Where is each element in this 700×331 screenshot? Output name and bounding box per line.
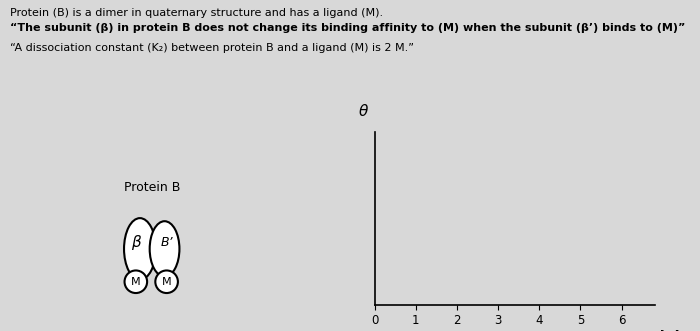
Text: “A dissociation constant (K₂) between protein B and a ligand (M) is 2 M.”: “A dissociation constant (K₂) between pr… [10, 43, 414, 53]
Text: Protein (B) is a dimer in quaternary structure and has a ligand (M).: Protein (B) is a dimer in quaternary str… [10, 8, 384, 18]
Circle shape [125, 270, 147, 293]
Text: β: β [131, 235, 141, 250]
Circle shape [155, 270, 178, 293]
Text: θ: θ [358, 104, 368, 118]
Text: [M]: [M] [660, 329, 680, 331]
Text: B’: B’ [160, 236, 173, 249]
Ellipse shape [124, 218, 156, 280]
Text: M: M [131, 277, 141, 287]
Text: “The subunit (β) in protein B does not change its binding affinity to (M) when t: “The subunit (β) in protein B does not c… [10, 23, 686, 33]
Text: M: M [162, 277, 172, 287]
Text: Protein B: Protein B [124, 181, 181, 194]
Ellipse shape [150, 221, 179, 277]
